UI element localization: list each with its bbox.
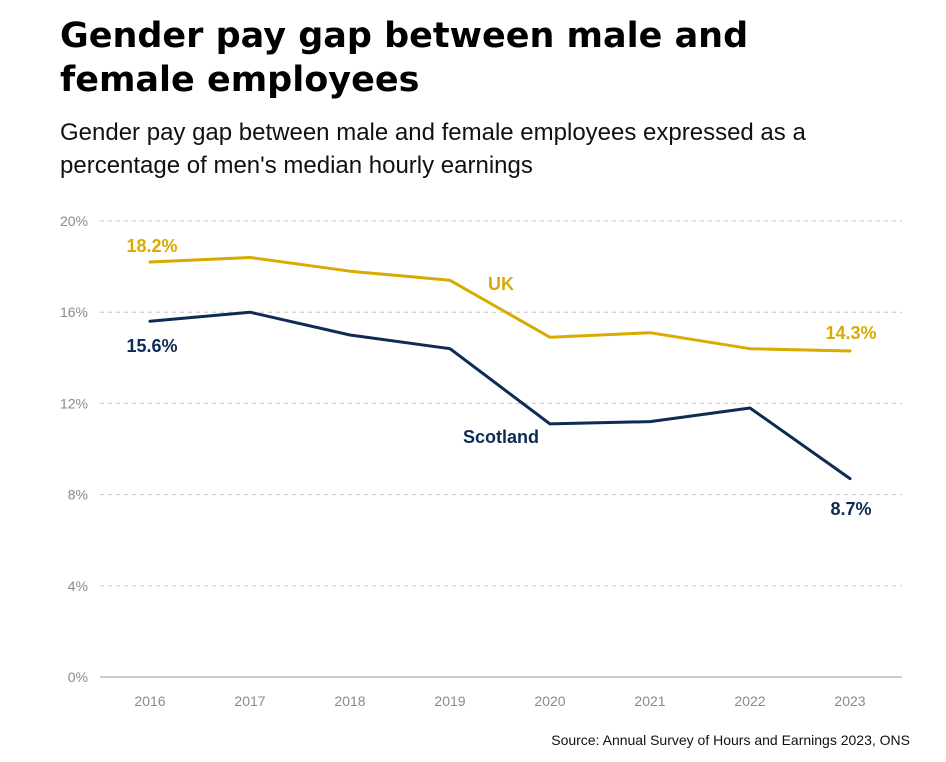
y-tick-label: 0% xyxy=(68,669,88,685)
annotations: 18.2% 14.3% UK 15.6% 8.7% Scotland xyxy=(126,236,876,519)
series-lines xyxy=(148,256,852,481)
x-axis-ticks: 2016 2017 2018 2019 2020 2021 2022 2023 xyxy=(134,693,865,709)
data-label-uk: UK xyxy=(488,274,514,294)
series-line-scotland xyxy=(148,310,852,481)
series-line-uk xyxy=(148,256,852,353)
y-tick-label: 12% xyxy=(60,395,88,411)
y-tick-label: 8% xyxy=(68,487,88,503)
x-tick-label: 2021 xyxy=(634,693,665,709)
data-label-scotland: 8.7% xyxy=(830,499,871,519)
chart-title: Gender pay gap between male and female e… xyxy=(60,16,749,100)
x-tick-label: 2016 xyxy=(134,693,165,709)
y-tick-label: 4% xyxy=(68,578,88,594)
gridlines xyxy=(100,220,902,678)
y-axis-ticks: 0% 4% 8% 12% 16% 20% xyxy=(60,213,88,685)
x-tick-label: 2022 xyxy=(734,693,765,709)
x-tick-label: 2018 xyxy=(334,693,365,709)
chart-subtitle: Gender pay gap between male and female e… xyxy=(60,119,806,179)
x-tick-label: 2019 xyxy=(434,693,465,709)
y-tick-label: 16% xyxy=(60,304,88,320)
data-label-uk: 18.2% xyxy=(126,236,177,256)
data-label-uk: 14.3% xyxy=(825,323,876,343)
source-note: Source: Annual Survey of Hours and Earni… xyxy=(551,732,910,748)
x-tick-label: 2017 xyxy=(234,693,265,709)
x-tick-label: 2020 xyxy=(534,693,565,709)
x-tick-label: 2023 xyxy=(834,693,865,709)
y-tick-label: 20% xyxy=(60,213,88,229)
data-label-scotland: 15.6% xyxy=(126,336,177,356)
data-label-scotland: Scotland xyxy=(463,427,539,447)
